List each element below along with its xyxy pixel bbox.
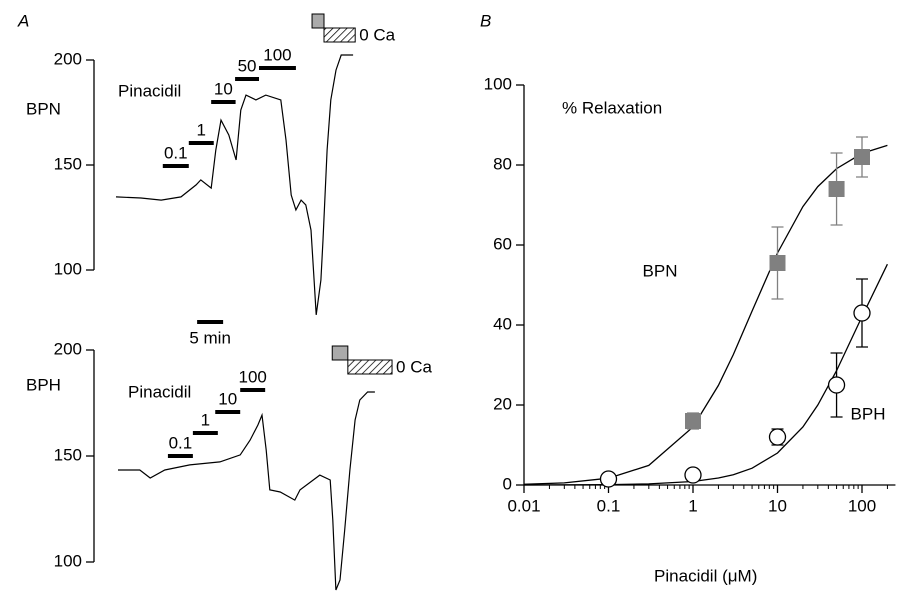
x-tick-label: 10 <box>768 496 787 515</box>
data-point <box>685 413 701 429</box>
zero-ca-box <box>347 359 393 375</box>
y-tick-label: 100 <box>484 74 512 93</box>
concentration-label: 50 <box>238 56 257 75</box>
concentration-label: 100 <box>263 45 291 64</box>
gray-box <box>331 345 349 361</box>
zero-ca-label: 0 Ca <box>359 25 395 44</box>
trace <box>115 54 354 315</box>
series-label: BPH <box>851 404 886 423</box>
scale-bar-label: 5 min <box>189 328 231 347</box>
gray-box <box>311 13 325 29</box>
data-point <box>854 149 870 165</box>
y-axis-label: BPH <box>26 375 61 394</box>
zero-ca-label: 0 Ca <box>396 357 432 376</box>
data-point <box>827 376 846 394</box>
zero-ca-box <box>323 27 356 43</box>
concentration-label: 10 <box>218 389 237 408</box>
y-tick-label: 60 <box>493 234 512 253</box>
x-axis-label: Pinacidil (μM) <box>654 566 757 585</box>
data-point <box>853 304 871 322</box>
x-tick-label: 100 <box>848 496 876 515</box>
drug-label: Pinacidil <box>118 81 181 100</box>
drug-label: Pinacidil <box>128 382 191 401</box>
concentration-label: 1 <box>197 120 206 139</box>
data-point <box>599 470 618 488</box>
concentration-label: 0.1 <box>169 433 193 452</box>
data-point <box>768 428 787 446</box>
concentration-label: 10 <box>214 79 233 98</box>
y-tick-label: 150 <box>54 154 82 173</box>
y-tick-label: 40 <box>493 314 512 333</box>
fit-curve <box>523 263 888 486</box>
panel-label: A <box>17 11 29 30</box>
trace <box>118 391 375 591</box>
data-point <box>769 255 786 271</box>
y-tick-label: 200 <box>54 339 82 358</box>
y-tick-label: 200 <box>54 49 82 68</box>
series-label: BPN <box>643 261 678 280</box>
x-tick-label: 0.1 <box>597 496 621 515</box>
y-tick-label: 20 <box>493 394 512 413</box>
y-tick-label: 100 <box>54 551 82 570</box>
x-tick-label: 1 <box>688 496 697 515</box>
annotation: % Relaxation <box>562 98 662 117</box>
y-tick-label: 100 <box>54 259 82 278</box>
x-tick-label: 0.01 <box>507 496 540 515</box>
concentration-label: 100 <box>238 367 266 386</box>
data-point <box>828 181 845 197</box>
concentration-label: 0.1 <box>164 143 188 162</box>
data-point <box>684 466 702 484</box>
y-tick-label: 150 <box>54 445 82 464</box>
panel-label: B <box>480 11 491 30</box>
concentration-label: 1 <box>201 410 210 429</box>
y-axis-label: BPN <box>26 99 61 118</box>
y-tick-label: 0 <box>503 474 512 493</box>
y-tick-label: 80 <box>493 154 512 173</box>
